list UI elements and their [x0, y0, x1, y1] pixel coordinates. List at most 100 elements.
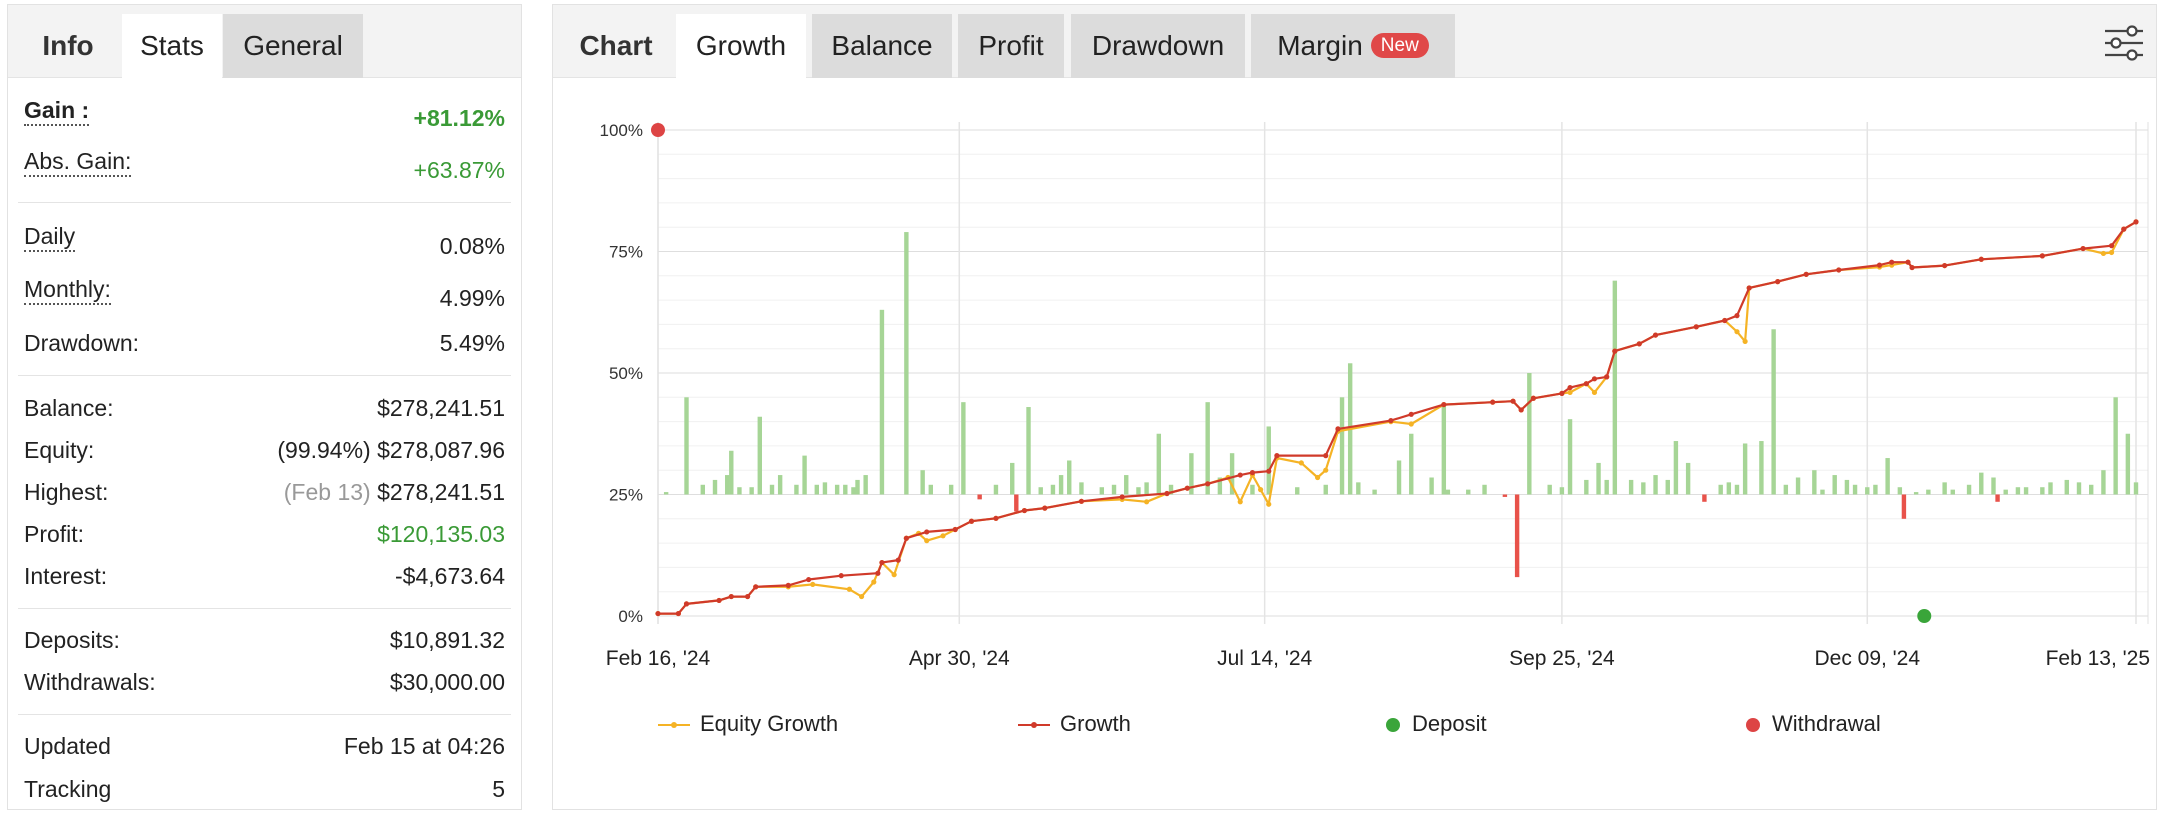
tab-margin[interactable]: Margin New: [1251, 14, 1455, 78]
profit-bar: [2125, 433, 2131, 495]
balance-value: $278,241.51: [377, 395, 505, 421]
profit-bar: [1482, 484, 1487, 495]
divider: [18, 714, 511, 715]
growth-point: [785, 582, 791, 588]
profit-bar: [1229, 453, 1235, 495]
profit-bar: [1795, 477, 1801, 495]
deposits-value: $10,891.32: [389, 627, 505, 653]
tab-margin-label: Margin: [1277, 30, 1363, 61]
growth-point: [1905, 259, 1911, 265]
growth-point: [1978, 256, 1984, 262]
profit-bar: [1812, 470, 1817, 495]
tab-drawdown[interactable]: Drawdown: [1071, 14, 1245, 78]
profit-bar: [948, 484, 954, 495]
profit-value: $120,135.03: [377, 521, 505, 547]
daily-label[interactable]: Daily: [24, 223, 76, 252]
growth-point: [903, 535, 909, 541]
deposit-marker: [1917, 609, 1932, 623]
legend-equity-growth-line: [658, 722, 690, 729]
profit-label: Profit:: [24, 521, 85, 547]
x-tick-label: Sep 25, '24: [1509, 647, 1615, 670]
profit-bar: [1865, 487, 1870, 495]
legend-equity-growth[interactable]: Equity Growth: [656, 711, 838, 737]
growth-point: [1876, 262, 1883, 268]
legend-growth-line: [1018, 722, 1050, 729]
drawdown-value: 5.49%: [439, 330, 505, 356]
profit-bar: [1441, 404, 1447, 495]
growth-point: [1408, 411, 1414, 417]
growth-point: [1335, 426, 1341, 432]
loss-bar: [1995, 494, 2000, 502]
equity-growth-point: [1591, 389, 1598, 396]
y-tick-label: 0%: [618, 607, 643, 626]
profit-bar: [1567, 419, 1573, 495]
profit-bar: [1718, 484, 1723, 495]
profit-bar: [1673, 441, 1679, 495]
profit-bar: [1942, 482, 1947, 495]
profit-bar: [1873, 484, 1878, 495]
divider: [18, 608, 511, 609]
growth-point: [1567, 384, 1573, 391]
equity-growth-point: [1742, 338, 1748, 345]
profit-bar: [1991, 477, 1996, 495]
profit-bar: [2040, 487, 2045, 495]
sliders-icon[interactable]: [2102, 23, 2146, 63]
equity-growth-point: [1237, 499, 1243, 505]
equity-growth-point: [2108, 249, 2115, 256]
growth-point: [1652, 332, 1659, 338]
profit-bar: [1913, 492, 1919, 495]
withdrawal-marker: [651, 123, 665, 137]
profit-bar: [1527, 373, 1532, 495]
tab-chart[interactable]: Chart: [579, 30, 653, 61]
tab-growth[interactable]: Growth: [676, 14, 806, 78]
profit-bar: [725, 475, 730, 495]
equity-percent: (99.94%): [277, 437, 371, 463]
y-tick-label: 25%: [609, 486, 643, 505]
tab-general[interactable]: General: [223, 14, 363, 78]
equity-growth-point: [1143, 499, 1150, 505]
legend-deposit[interactable]: Deposit: [1384, 711, 1487, 737]
profit-bar: [1759, 441, 1764, 495]
growth-point: [1274, 453, 1280, 459]
profit-bar: [1136, 487, 1141, 495]
growth-point: [1583, 381, 1589, 387]
profit-bar: [1897, 487, 1903, 495]
growth-point: [716, 597, 722, 604]
tab-balance[interactable]: Balance: [812, 14, 952, 78]
profit-bar: [1979, 472, 1984, 495]
x-tick-label: Apr 30, '24: [909, 647, 1010, 670]
y-tick-label: 75%: [609, 243, 643, 262]
profit-bar: [1559, 487, 1565, 495]
growth-point: [952, 526, 958, 533]
growth-point: [1693, 324, 1699, 330]
tab-stats[interactable]: Stats: [122, 14, 222, 78]
monthly-label[interactable]: Monthly:: [24, 276, 111, 305]
equity-growth-point: [924, 538, 930, 544]
growth-point: [1722, 317, 1728, 324]
tab-info[interactable]: Info: [42, 30, 94, 61]
growth-point: [2121, 226, 2127, 232]
updated-label: Updated: [24, 733, 111, 759]
growth-point: [1803, 271, 1809, 277]
legend-growth[interactable]: Growth: [1016, 711, 1131, 737]
divider: [18, 202, 511, 203]
growth-point: [1237, 472, 1243, 478]
abs-gain-label[interactable]: Abs. Gain:: [24, 148, 132, 177]
profit-bar: [1641, 482, 1646, 495]
interest-label: Interest:: [24, 563, 108, 589]
legend-withdrawal[interactable]: Withdrawal: [1744, 711, 1881, 737]
growth-point: [875, 570, 881, 576]
profit-bar: [1771, 329, 1776, 495]
deposits-label: Deposits:: [24, 627, 120, 653]
profit-bar: [684, 397, 689, 495]
legend-deposit-label: Deposit: [1412, 711, 1487, 736]
profit-bar: [1396, 460, 1402, 495]
profit-bar: [749, 487, 754, 495]
profit-bar: [851, 487, 856, 495]
gain-label[interactable]: Gain :: [24, 97, 90, 126]
profit-bar: [814, 484, 819, 495]
profit-bar: [1726, 482, 1732, 495]
growth-point: [1119, 494, 1125, 500]
profit-bar: [1742, 443, 1748, 495]
tab-profit[interactable]: Profit: [958, 14, 1064, 78]
